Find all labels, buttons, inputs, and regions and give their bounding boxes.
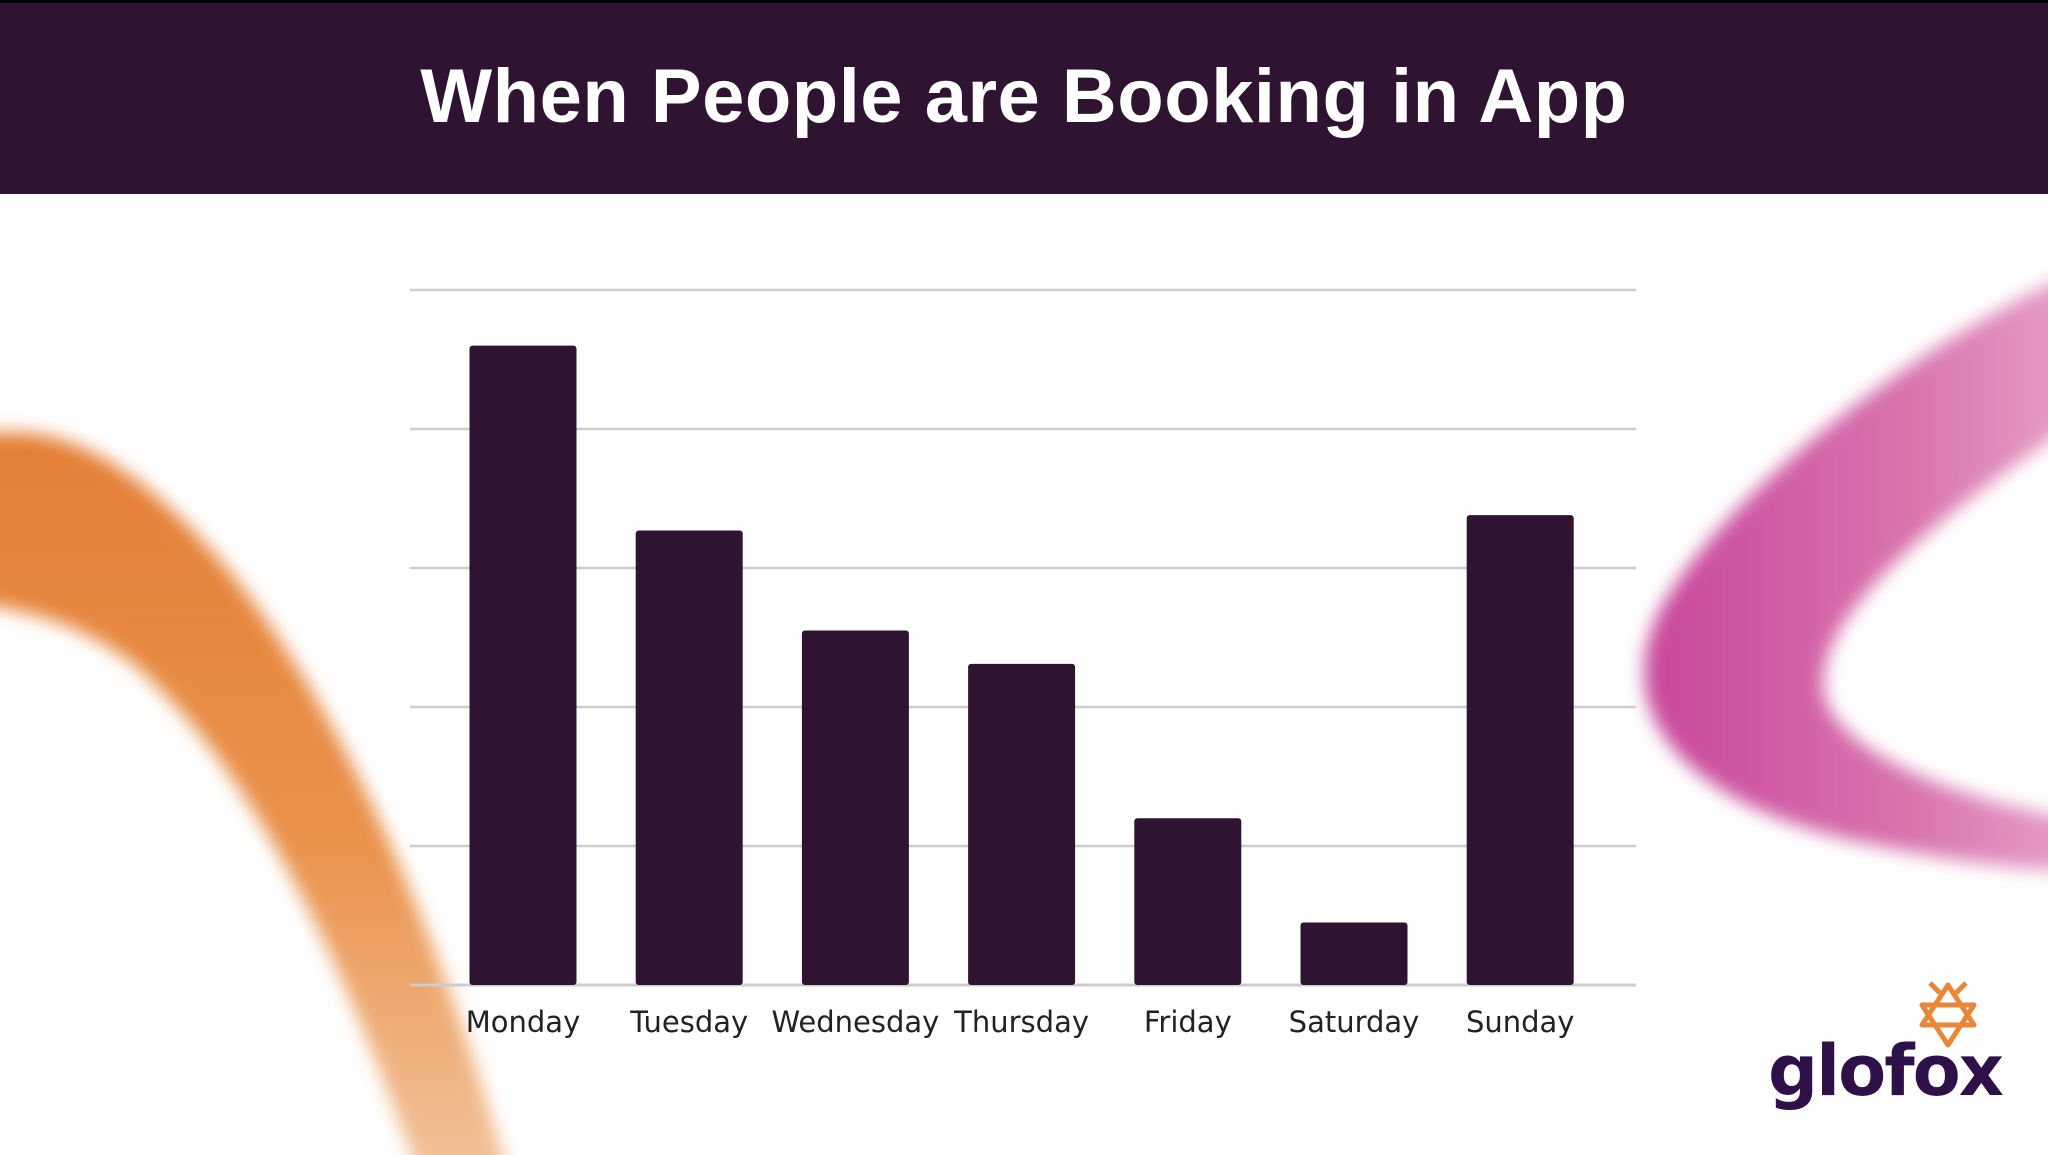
bar-friday [1134, 818, 1242, 985]
bar-tuesday [635, 530, 743, 985]
fox-star-icon [1919, 981, 1977, 1048]
orange-swoosh [0, 432, 503, 1155]
bar-monday [469, 345, 577, 986]
x-tick-label-friday: Friday [1144, 1005, 1232, 1039]
header-bar: When People are Booking in App [0, 0, 2048, 194]
x-tick-label-monday: Monday [466, 1005, 581, 1039]
x-tick-label-sunday: Sunday [1466, 1005, 1575, 1039]
x-axis-labels: Monday Tuesday Wednesday Thursday Friday Satu… [466, 1005, 1575, 1039]
bar-wednesday [801, 630, 909, 985]
bar-sunday [1466, 515, 1574, 985]
pink-swoosh [1644, 285, 2048, 871]
bar-thursday [968, 663, 1076, 985]
x-tick-label-wednesday: Wednesday [771, 1005, 939, 1039]
bars [469, 345, 1574, 986]
x-tick-label-tuesday: Tuesday [629, 1005, 748, 1039]
slide-title: When People are Booking in App [420, 54, 1628, 139]
bar-saturday [1300, 922, 1408, 985]
x-tick-label-thursday: Thursday [953, 1005, 1089, 1039]
x-tick-label-saturday: Saturday [1289, 1005, 1420, 1039]
logo-text: glofox [1768, 1030, 2004, 1112]
